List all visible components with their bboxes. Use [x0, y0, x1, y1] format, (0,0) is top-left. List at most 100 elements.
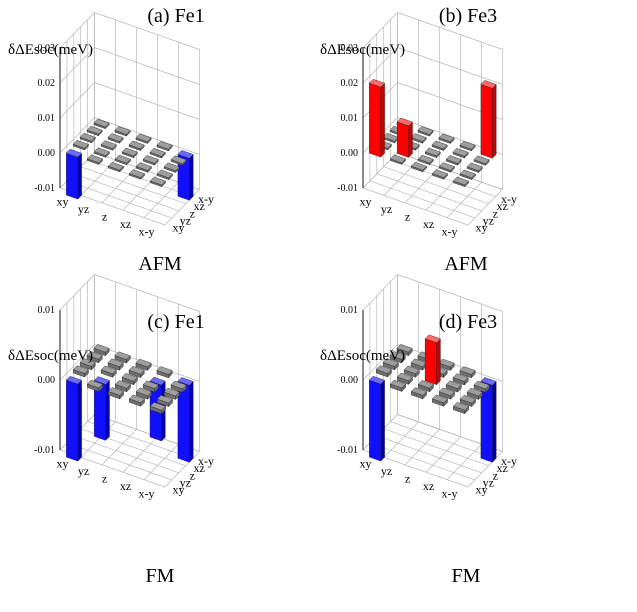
- orbital-label-right: yz: [483, 213, 494, 227]
- bar-xy-xy: [368, 375, 385, 462]
- z-tick-label: 0.01: [341, 305, 359, 316]
- panel-title: (d) Fe3: [439, 311, 497, 333]
- bar-z²-x²-y²: [438, 133, 455, 144]
- bar-top-face: [107, 387, 124, 396]
- orbital-label-left: xz: [120, 479, 131, 493]
- bar-top-face: [452, 373, 469, 382]
- wall-gridline: [397, 274, 503, 312]
- bar-top-face: [149, 376, 166, 386]
- phase-label: FM: [452, 565, 481, 587]
- bar-top-face: [431, 169, 448, 178]
- bar-yz-xy: [389, 379, 406, 392]
- bar-top-face: [452, 402, 469, 411]
- bar-top-face: [93, 344, 110, 353]
- z-tick-label: 0.02: [38, 78, 56, 89]
- bar-xy-yz: [375, 365, 392, 378]
- bar-front-face: [480, 381, 493, 463]
- bar-top-face: [156, 169, 173, 179]
- bar-xz-x²-y²: [459, 140, 476, 152]
- bar-x²-y²-xz: [473, 380, 490, 393]
- orbital-label-right: x-y: [501, 454, 517, 468]
- wall-gridline: [94, 82, 200, 120]
- bar-front-face: [177, 381, 190, 463]
- bar-top-face: [431, 394, 448, 404]
- orbital-label-right: xy: [475, 220, 487, 234]
- bar-z²-z²: [424, 147, 441, 159]
- z-axis-label: δΔEsoc(meV): [320, 42, 405, 58]
- bar-side-face: [436, 338, 441, 386]
- bar-top-face: [72, 140, 89, 149]
- orbital-label-left: xy: [360, 195, 372, 209]
- bar-side-face: [408, 121, 413, 158]
- bar-top-face: [156, 394, 173, 404]
- bar-z²-xz: [128, 140, 145, 152]
- floor-gridline: [446, 181, 482, 218]
- bar-xz-x²-y²: [156, 140, 173, 152]
- bar-z²-x²-y²: [135, 133, 152, 144]
- wall-gridline: [59, 274, 95, 311]
- bar-yz-x²-y²: [417, 126, 434, 137]
- wall-gridline: [397, 12, 503, 50]
- bar-z²-z²: [121, 147, 138, 159]
- bar-top-face: [382, 358, 399, 367]
- floor-gridline: [164, 451, 200, 488]
- bar-xz-z²: [445, 380, 462, 393]
- bar-xy-xy: [65, 148, 82, 200]
- panel-title: (b) Fe3: [439, 5, 497, 27]
- z-tick-label: 0.01: [341, 113, 359, 124]
- orbital-label-left: x-y: [139, 486, 155, 500]
- wall-gridline: [59, 12, 95, 49]
- bar-xy-xz: [86, 125, 103, 137]
- bar-yz-yz: [93, 147, 110, 158]
- bar-xz-z²: [142, 380, 159, 393]
- floor-gridline: [390, 421, 496, 459]
- bar-top-face: [149, 148, 166, 157]
- bar-xy-z²: [382, 358, 399, 371]
- orbital-label-left: z: [405, 472, 410, 486]
- orbital-label-right: x-y: [198, 454, 214, 468]
- orbital-label-right: z: [190, 206, 195, 220]
- bar-xz-xy: [431, 169, 448, 180]
- floor-gridline: [362, 187, 469, 226]
- wall-gridline: [94, 117, 200, 155]
- orbital-label-right: z: [493, 468, 498, 482]
- bar-top-face: [389, 154, 406, 164]
- floor-gridline: [369, 180, 476, 219]
- bar-xz-x²-y²: [156, 366, 173, 379]
- bar-z²-xy: [107, 161, 124, 173]
- floor-gridline: [66, 180, 173, 219]
- orbital-label-left: z: [405, 210, 410, 224]
- bar-x²-y²-xy: [452, 176, 469, 188]
- bar-top-face: [438, 358, 455, 368]
- phase-label: AFM: [444, 253, 488, 275]
- orbital-label-left: x-y: [139, 224, 155, 238]
- bar-z²-xz: [128, 365, 145, 379]
- wall-gridline: [59, 82, 95, 119]
- bar-top-face: [410, 161, 427, 171]
- z-tick-label: 0.02: [341, 78, 359, 89]
- floor-gridline: [425, 436, 461, 473]
- bar-top-face: [163, 387, 180, 397]
- bar-top-face: [424, 147, 441, 157]
- orbital-label-left: yz: [78, 202, 89, 216]
- bar-top-face: [65, 148, 82, 158]
- z-tick-label: 0.03: [38, 43, 56, 54]
- orbital-label-right: x-y: [198, 192, 214, 206]
- bar-top-face: [156, 366, 173, 375]
- z-tick-label: 0.00: [341, 148, 359, 159]
- bar-top-face: [135, 387, 152, 396]
- bar-side-face: [189, 380, 194, 463]
- bar-top-face: [410, 133, 427, 142]
- bar-top-face: [375, 365, 392, 374]
- bar-top-face: [396, 372, 413, 382]
- bar-xz-xy: [128, 394, 145, 407]
- z-tick-label: 0.00: [341, 375, 359, 386]
- bar-xz-yz: [438, 162, 455, 173]
- bar-top-face: [93, 147, 110, 156]
- floor-gridline: [80, 421, 116, 458]
- bar-yz-xy: [86, 154, 103, 165]
- bar-top-face: [410, 387, 427, 396]
